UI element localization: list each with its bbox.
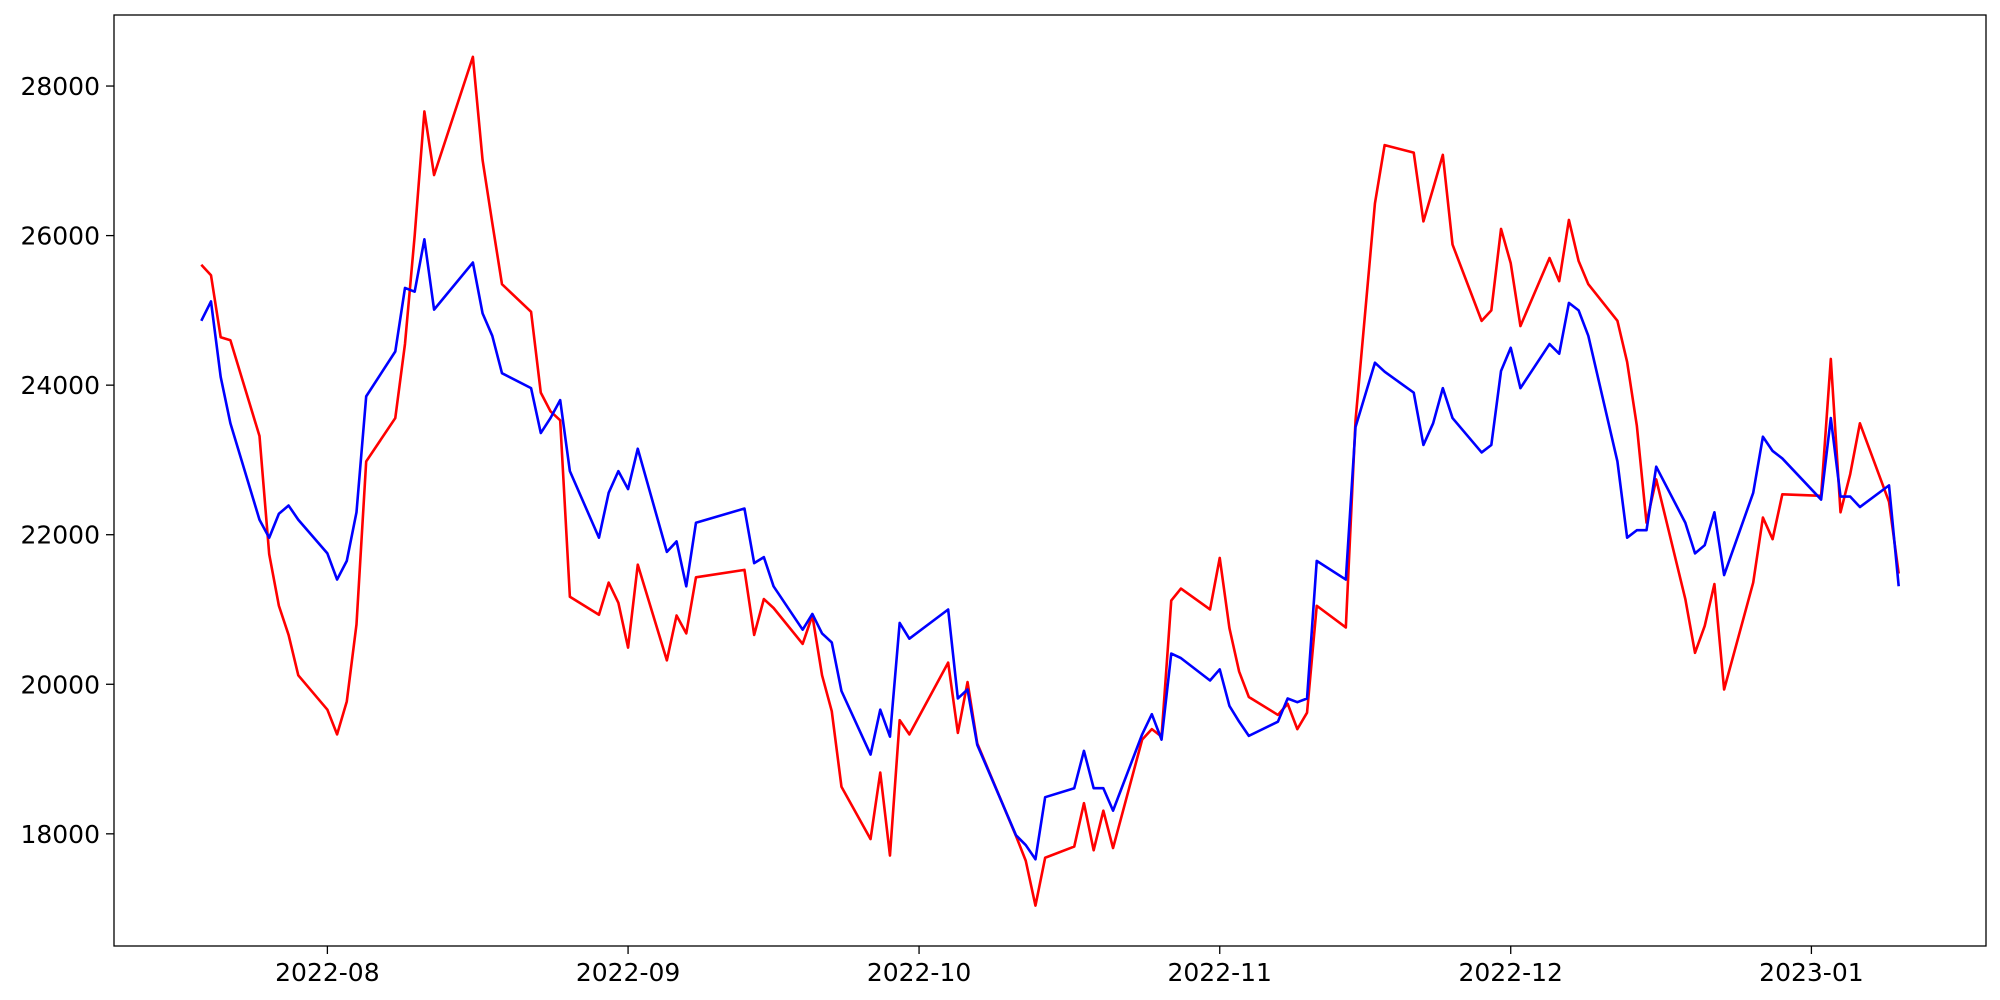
x-tick-label: 2022-10 <box>867 958 971 987</box>
x-tick-label: 2022-12 <box>1458 958 1562 987</box>
y-tick-label: 28000 <box>20 72 100 101</box>
x-tick-label: 2023-01 <box>1759 958 1863 987</box>
y-tick-label: 24000 <box>20 371 100 400</box>
y-tick-label: 20000 <box>20 670 100 699</box>
y-tick-label: 22000 <box>20 521 100 550</box>
x-tick-label: 2022-08 <box>275 958 379 987</box>
y-tick-label: 26000 <box>20 222 100 251</box>
series-line <box>200 55 1900 907</box>
x-tick-label: 2022-11 <box>1168 958 1272 987</box>
plot-frame <box>113 14 1987 947</box>
y-tick-label: 18000 <box>20 820 100 849</box>
series-line <box>200 238 1900 861</box>
x-tick-label: 2022-09 <box>576 958 680 987</box>
